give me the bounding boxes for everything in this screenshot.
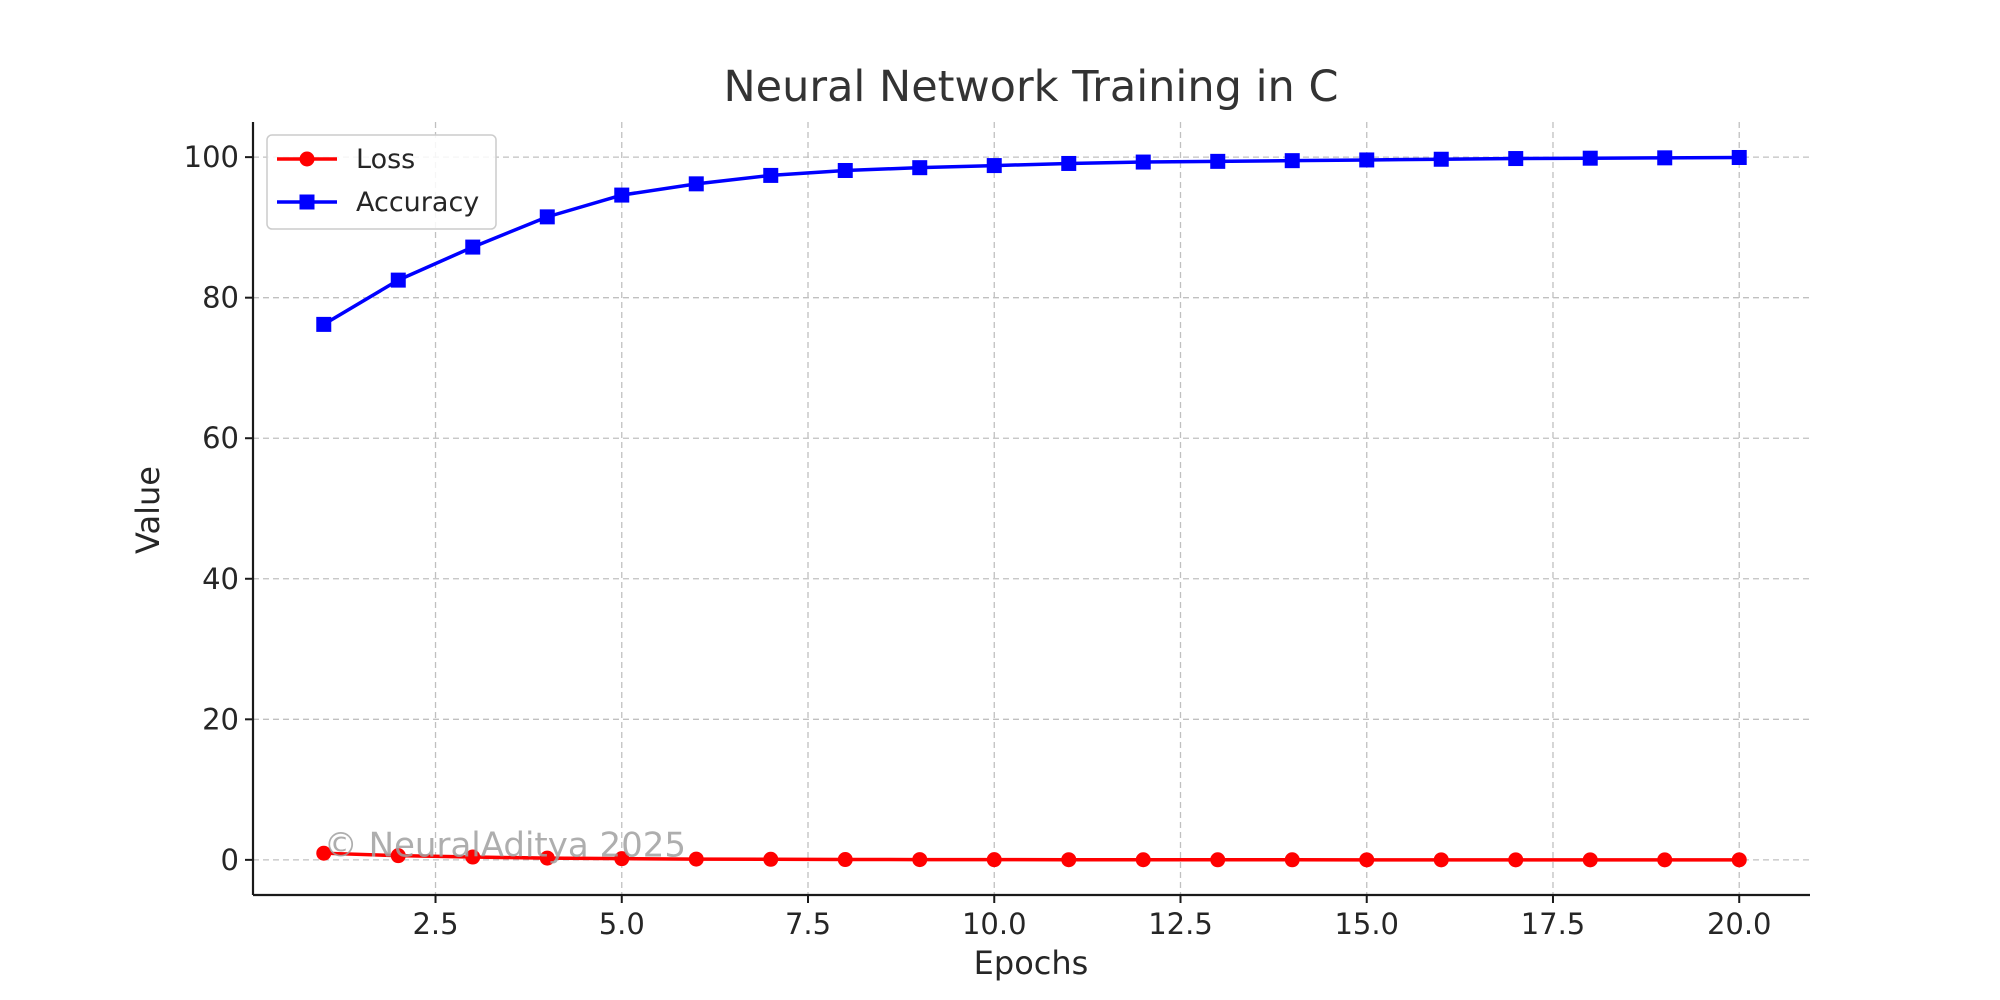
y-tick-label: 60: [202, 421, 239, 455]
legend-loss-label: Loss: [356, 144, 415, 175]
x-tick-label: 12.5: [1148, 907, 1213, 941]
x-tick-label: 2.5: [412, 907, 458, 941]
accuracy-point: [614, 188, 629, 203]
axes: [253, 122, 1810, 895]
y-tick-label: 40: [202, 562, 239, 596]
accuracy-point: [1508, 151, 1523, 166]
accuracy-point: [1732, 150, 1747, 165]
loss-point: [912, 852, 927, 867]
y-tick-label: 0: [221, 843, 239, 877]
loss-point: [1285, 852, 1300, 867]
loss-point: [763, 852, 778, 867]
accuracy-point: [912, 160, 927, 175]
legend-loss-marker: [300, 152, 315, 167]
loss-point: [1732, 852, 1747, 867]
legend-accuracy-marker: [300, 195, 315, 210]
loss-point: [689, 852, 704, 867]
accuracy-point: [540, 209, 555, 224]
x-tick-label: 17.5: [1521, 907, 1586, 941]
y-ticks: 0 20 40 60 80 100: [184, 140, 253, 877]
y-tick-label: 20: [202, 702, 239, 736]
accuracy-point: [1359, 152, 1374, 167]
loss-point: [987, 852, 1002, 867]
annotations: © NeuralAditya 2025: [324, 825, 686, 865]
accuracy-point: [1657, 150, 1672, 165]
loss-point: [1508, 852, 1523, 867]
loss-point: [1434, 852, 1449, 867]
accuracy-line: [324, 157, 1739, 324]
grid: [253, 122, 1810, 895]
series: [316, 150, 1746, 867]
accuracy-point: [689, 176, 704, 191]
y-axis-label: Value: [129, 466, 167, 554]
accuracy-point: [1583, 151, 1598, 166]
loss-point: [1583, 852, 1598, 867]
x-tick-label: 15.0: [1334, 907, 1399, 941]
accuracy-point: [1434, 152, 1449, 167]
loss-point: [1136, 852, 1151, 867]
accuracy-point: [1136, 155, 1151, 170]
x-tick-label: 10.0: [962, 907, 1027, 941]
x-tick-label: 7.5: [785, 907, 831, 941]
accuracy-point: [1285, 153, 1300, 168]
watermark-text: © NeuralAditya 2025: [324, 825, 686, 865]
loss-point: [1657, 852, 1672, 867]
accuracy-point: [987, 158, 1002, 173]
loss-point: [1359, 852, 1374, 867]
x-ticks: 2.5 5.0 7.5 10.0 12.5 15.0 17.5 20.0: [412, 895, 1771, 941]
accuracy-point: [1210, 154, 1225, 169]
accuracy-point: [465, 240, 480, 255]
y-tick-label: 80: [202, 281, 239, 315]
x-axis-label: Epochs: [974, 944, 1089, 982]
x-tick-label: 5.0: [599, 907, 645, 941]
accuracy-point: [763, 168, 778, 183]
legend: Loss Accuracy: [267, 135, 496, 229]
chart-title: Neural Network Training in C: [724, 62, 1339, 112]
loss-point: [838, 852, 853, 867]
y-tick-label: 100: [184, 140, 239, 174]
x-tick-label: 20.0: [1707, 907, 1772, 941]
accuracy-point: [391, 273, 406, 288]
loss-point: [1061, 852, 1076, 867]
legend-accuracy-label: Accuracy: [356, 187, 479, 218]
accuracy-point: [1061, 156, 1076, 171]
accuracy-point: [838, 163, 853, 178]
accuracy-point: [316, 317, 331, 332]
loss-point: [1210, 852, 1225, 867]
